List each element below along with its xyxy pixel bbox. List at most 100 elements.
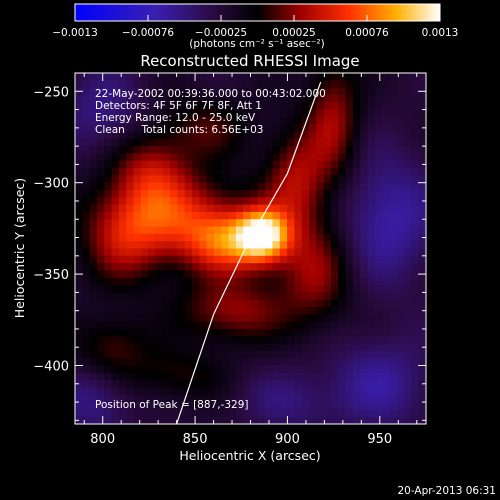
heatmap-cell xyxy=(243,292,252,301)
heatmap-cell xyxy=(316,190,325,198)
heatmap-cell xyxy=(382,160,391,169)
heatmap-cell xyxy=(96,102,105,111)
heatmap-cell xyxy=(221,402,230,410)
heatmap-cell xyxy=(170,350,178,359)
heatmap-cell xyxy=(148,270,157,279)
heatmap-cell xyxy=(89,204,98,213)
heatmap-cell xyxy=(301,255,310,264)
heatmap-cell xyxy=(221,182,230,191)
heatmap-cell xyxy=(287,307,295,315)
heatmap-cell xyxy=(330,190,339,198)
heatmap-cell xyxy=(345,87,354,96)
heatmap-cell xyxy=(360,277,369,286)
heatmap-cell xyxy=(243,336,252,345)
heatmap-cell xyxy=(250,336,259,345)
heatmap-cell xyxy=(287,292,295,301)
heatmap-cell xyxy=(206,94,215,103)
heatmap-cell xyxy=(89,109,98,118)
heatmap-cell xyxy=(82,263,91,272)
heatmap-cell xyxy=(279,102,288,111)
heatmap-cell xyxy=(279,94,288,103)
heatmap-cell xyxy=(345,102,354,111)
heatmap-cell xyxy=(367,314,376,323)
heatmap-cell xyxy=(360,175,369,184)
heatmap-cell xyxy=(96,387,105,396)
heatmap-cell xyxy=(155,380,164,389)
heatmap-cell xyxy=(213,241,222,250)
info-line-energy: Energy Range: 12.0 - 25.0 keV xyxy=(95,112,256,124)
heatmap-cell xyxy=(213,321,222,330)
heatmap-cell xyxy=(404,131,412,140)
heatmap-cell xyxy=(265,146,274,155)
heatmap-cell xyxy=(316,387,325,396)
heatmap-cell xyxy=(89,168,98,176)
heatmap-cell xyxy=(367,402,376,410)
heatmap-cell xyxy=(418,255,426,264)
heatmap-cell xyxy=(294,380,303,389)
heatmap-cell xyxy=(316,307,325,315)
heatmap-cell xyxy=(279,168,288,176)
heatmap-cell xyxy=(360,394,369,403)
heatmap-cell xyxy=(338,87,347,96)
heatmap-cell xyxy=(389,285,398,293)
heatmap-cell xyxy=(104,182,113,191)
heatmap-cell xyxy=(243,314,252,323)
heatmap-cell xyxy=(316,372,325,381)
heatmap-cell xyxy=(199,277,208,286)
heatmap-cell xyxy=(360,328,369,337)
heatmap-cell xyxy=(221,263,230,272)
heatmap-cell xyxy=(360,182,369,191)
heatmap-cell xyxy=(396,160,405,169)
heatmap-cell xyxy=(126,182,135,191)
heatmap-cell xyxy=(213,277,222,286)
heatmap-cell xyxy=(316,138,325,147)
heatmap-cell xyxy=(396,80,405,89)
heatmap-cell xyxy=(250,175,259,184)
heatmap-cell xyxy=(404,299,412,308)
heatmap-cell xyxy=(279,146,288,155)
heatmap-cell xyxy=(316,277,325,286)
heatmap-cell xyxy=(89,146,98,155)
heatmap-cell xyxy=(250,270,259,279)
heatmap-cell xyxy=(250,204,259,213)
heatmap-cell xyxy=(213,102,222,111)
heatmap-cell xyxy=(389,109,398,118)
heatmap-cell xyxy=(257,94,266,103)
heatmap-cell xyxy=(352,358,361,367)
heatmap-cell xyxy=(243,116,252,125)
heatmap-cell xyxy=(382,248,391,257)
heatmap-cell xyxy=(221,336,230,345)
heatmap-cell xyxy=(184,153,193,162)
heatmap-cell xyxy=(243,270,252,279)
heatmap-cell xyxy=(418,94,426,103)
heatmap-cell xyxy=(140,204,149,213)
heatmap-cell xyxy=(221,372,230,381)
heatmap-cell xyxy=(170,153,178,162)
heatmap-cell xyxy=(155,94,164,103)
heatmap-cell xyxy=(118,350,127,359)
heatmap-cell xyxy=(404,336,412,345)
heatmap-cell xyxy=(404,358,412,367)
heatmap-cell xyxy=(360,343,369,352)
heatmap-cell xyxy=(82,380,91,389)
heatmap-cell xyxy=(396,358,405,367)
heatmap-cell xyxy=(199,73,208,81)
heatmap-cell xyxy=(287,87,295,96)
heatmap-cell xyxy=(206,146,215,155)
heatmap-cell xyxy=(323,336,332,345)
heatmap-cell xyxy=(279,73,288,81)
heatmap-cell xyxy=(272,321,281,330)
heatmap-cell xyxy=(265,365,274,374)
heatmap-cell xyxy=(243,285,252,293)
heatmap-cell xyxy=(140,80,149,89)
heatmap-cell xyxy=(221,270,230,279)
heatmap-cell xyxy=(360,307,369,315)
heatmap-cell xyxy=(104,263,113,272)
heatmap-cell xyxy=(287,175,295,184)
heatmap-cell xyxy=(199,263,208,272)
heatmap-cell xyxy=(330,416,339,424)
heatmap-cell xyxy=(126,394,135,403)
heatmap-cell xyxy=(162,102,171,111)
heatmap-cell xyxy=(367,131,376,140)
heatmap-cell xyxy=(345,146,354,155)
